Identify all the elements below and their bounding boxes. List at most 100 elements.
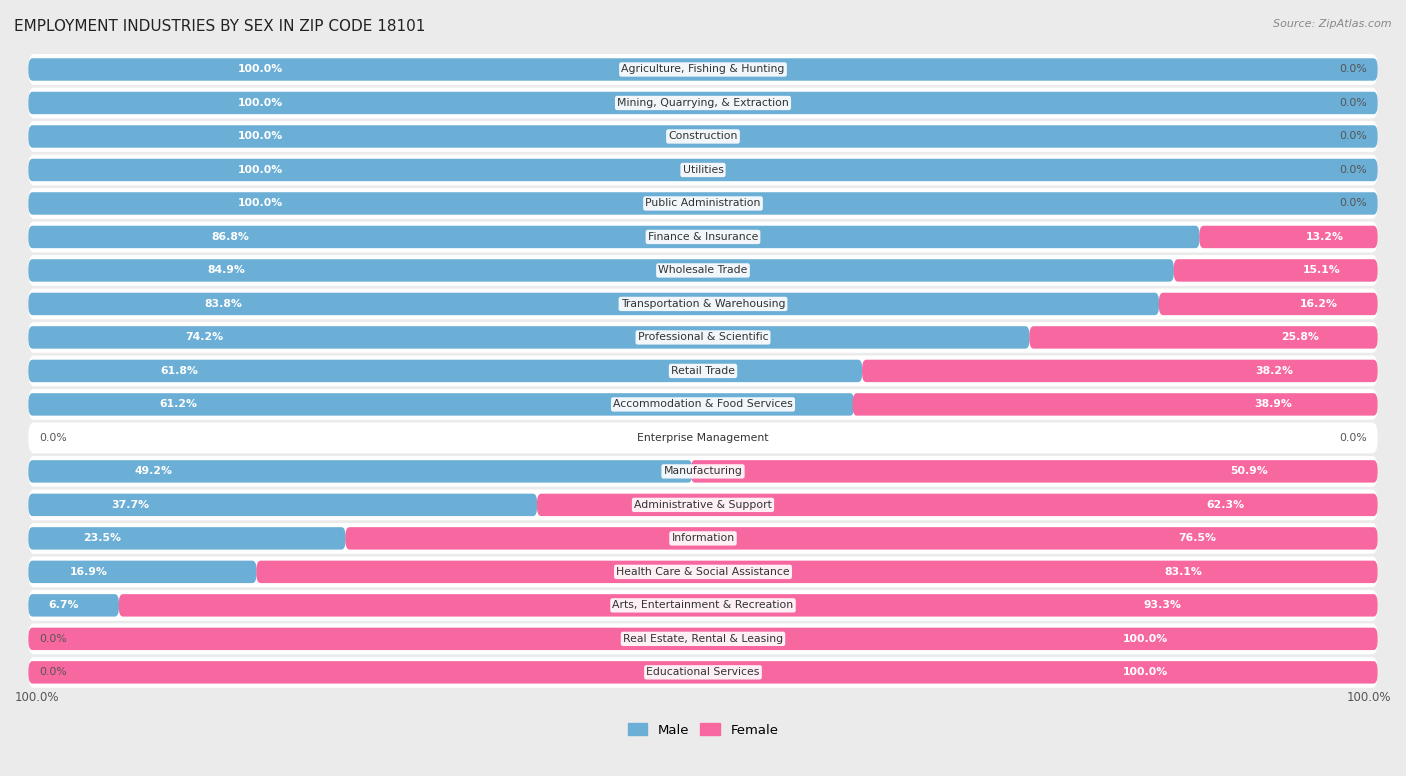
Text: 38.9%: 38.9% [1254,400,1292,410]
FancyBboxPatch shape [28,661,1378,684]
Text: Information: Information [672,533,734,543]
FancyBboxPatch shape [28,389,1378,420]
FancyBboxPatch shape [28,322,1378,353]
Text: 25.8%: 25.8% [1281,332,1319,342]
FancyBboxPatch shape [1199,226,1378,248]
Text: 100.0%: 100.0% [238,165,283,175]
FancyBboxPatch shape [28,360,862,382]
Text: 0.0%: 0.0% [39,433,67,443]
Text: Enterprise Management: Enterprise Management [637,433,769,443]
FancyBboxPatch shape [537,494,1378,516]
FancyBboxPatch shape [862,360,1378,382]
Text: 0.0%: 0.0% [1339,98,1367,108]
Text: Arts, Entertainment & Recreation: Arts, Entertainment & Recreation [613,601,793,611]
Text: Accommodation & Food Services: Accommodation & Food Services [613,400,793,410]
FancyBboxPatch shape [28,289,1378,320]
Text: 13.2%: 13.2% [1306,232,1344,242]
Text: 100.0%: 100.0% [238,131,283,141]
FancyBboxPatch shape [28,326,1029,348]
Text: 0.0%: 0.0% [1339,131,1367,141]
FancyBboxPatch shape [28,623,1378,654]
Text: 50.9%: 50.9% [1230,466,1268,476]
Text: 83.1%: 83.1% [1164,567,1202,577]
FancyBboxPatch shape [28,154,1378,185]
FancyBboxPatch shape [28,192,1378,215]
Text: 6.7%: 6.7% [49,601,79,611]
FancyBboxPatch shape [346,527,1378,549]
Text: 16.2%: 16.2% [1301,299,1339,309]
FancyBboxPatch shape [28,88,1378,119]
FancyBboxPatch shape [28,523,1378,554]
Text: Public Administration: Public Administration [645,199,761,209]
Text: Health Care & Social Assistance: Health Care & Social Assistance [616,567,790,577]
Text: 100.0%: 100.0% [238,64,283,74]
FancyBboxPatch shape [28,657,1378,688]
Text: Real Estate, Rental & Leasing: Real Estate, Rental & Leasing [623,634,783,644]
Text: Wholesale Trade: Wholesale Trade [658,265,748,275]
FancyBboxPatch shape [28,121,1378,152]
Text: 86.8%: 86.8% [211,232,249,242]
FancyBboxPatch shape [28,460,692,483]
Text: 61.8%: 61.8% [160,366,198,376]
Text: Manufacturing: Manufacturing [664,466,742,476]
Text: 0.0%: 0.0% [39,667,67,677]
Text: 100.0%: 100.0% [1123,667,1168,677]
FancyBboxPatch shape [852,393,1378,416]
Text: 100.0%: 100.0% [238,98,283,108]
Text: Retail Trade: Retail Trade [671,366,735,376]
FancyBboxPatch shape [28,594,120,617]
Text: 100.0%: 100.0% [15,691,59,704]
Text: Professional & Scientific: Professional & Scientific [638,332,768,342]
Text: Finance & Insurance: Finance & Insurance [648,232,758,242]
Text: 100.0%: 100.0% [1347,691,1391,704]
Text: 0.0%: 0.0% [1339,433,1367,443]
FancyBboxPatch shape [28,355,1378,386]
Text: 0.0%: 0.0% [1339,199,1367,209]
Text: 84.9%: 84.9% [207,265,245,275]
Text: 16.9%: 16.9% [69,567,107,577]
Text: Transportation & Warehousing: Transportation & Warehousing [621,299,785,309]
Text: Administrative & Support: Administrative & Support [634,500,772,510]
Text: 74.2%: 74.2% [186,332,224,342]
Text: Mining, Quarrying, & Extraction: Mining, Quarrying, & Extraction [617,98,789,108]
Text: 37.7%: 37.7% [111,500,149,510]
FancyBboxPatch shape [28,188,1378,219]
Text: 62.3%: 62.3% [1206,500,1244,510]
Text: 76.5%: 76.5% [1178,533,1216,543]
FancyBboxPatch shape [28,58,1378,81]
FancyBboxPatch shape [1159,293,1378,315]
FancyBboxPatch shape [28,556,1378,587]
FancyBboxPatch shape [28,125,1378,147]
FancyBboxPatch shape [28,628,1378,650]
FancyBboxPatch shape [28,393,855,416]
FancyBboxPatch shape [28,560,257,583]
FancyBboxPatch shape [28,527,346,549]
FancyBboxPatch shape [28,259,1174,282]
Text: 23.5%: 23.5% [83,533,121,543]
FancyBboxPatch shape [118,594,1378,617]
Text: 38.2%: 38.2% [1256,366,1294,376]
FancyBboxPatch shape [28,54,1378,85]
Text: 49.2%: 49.2% [135,466,173,476]
FancyBboxPatch shape [28,494,537,516]
Text: 100.0%: 100.0% [1123,634,1168,644]
Text: 0.0%: 0.0% [39,634,67,644]
FancyBboxPatch shape [28,226,1199,248]
Text: Agriculture, Fishing & Hunting: Agriculture, Fishing & Hunting [621,64,785,74]
Text: 0.0%: 0.0% [1339,165,1367,175]
Text: 61.2%: 61.2% [159,400,197,410]
Text: Construction: Construction [668,131,738,141]
FancyBboxPatch shape [1174,259,1378,282]
FancyBboxPatch shape [28,255,1378,286]
FancyBboxPatch shape [28,422,1378,453]
Text: 0.0%: 0.0% [1339,64,1367,74]
FancyBboxPatch shape [28,456,1378,487]
Text: 83.8%: 83.8% [205,299,243,309]
FancyBboxPatch shape [256,560,1378,583]
Text: Source: ZipAtlas.com: Source: ZipAtlas.com [1274,19,1392,29]
Text: 15.1%: 15.1% [1302,265,1340,275]
FancyBboxPatch shape [28,159,1378,181]
FancyBboxPatch shape [28,221,1378,252]
Text: 100.0%: 100.0% [238,199,283,209]
FancyBboxPatch shape [28,590,1378,621]
